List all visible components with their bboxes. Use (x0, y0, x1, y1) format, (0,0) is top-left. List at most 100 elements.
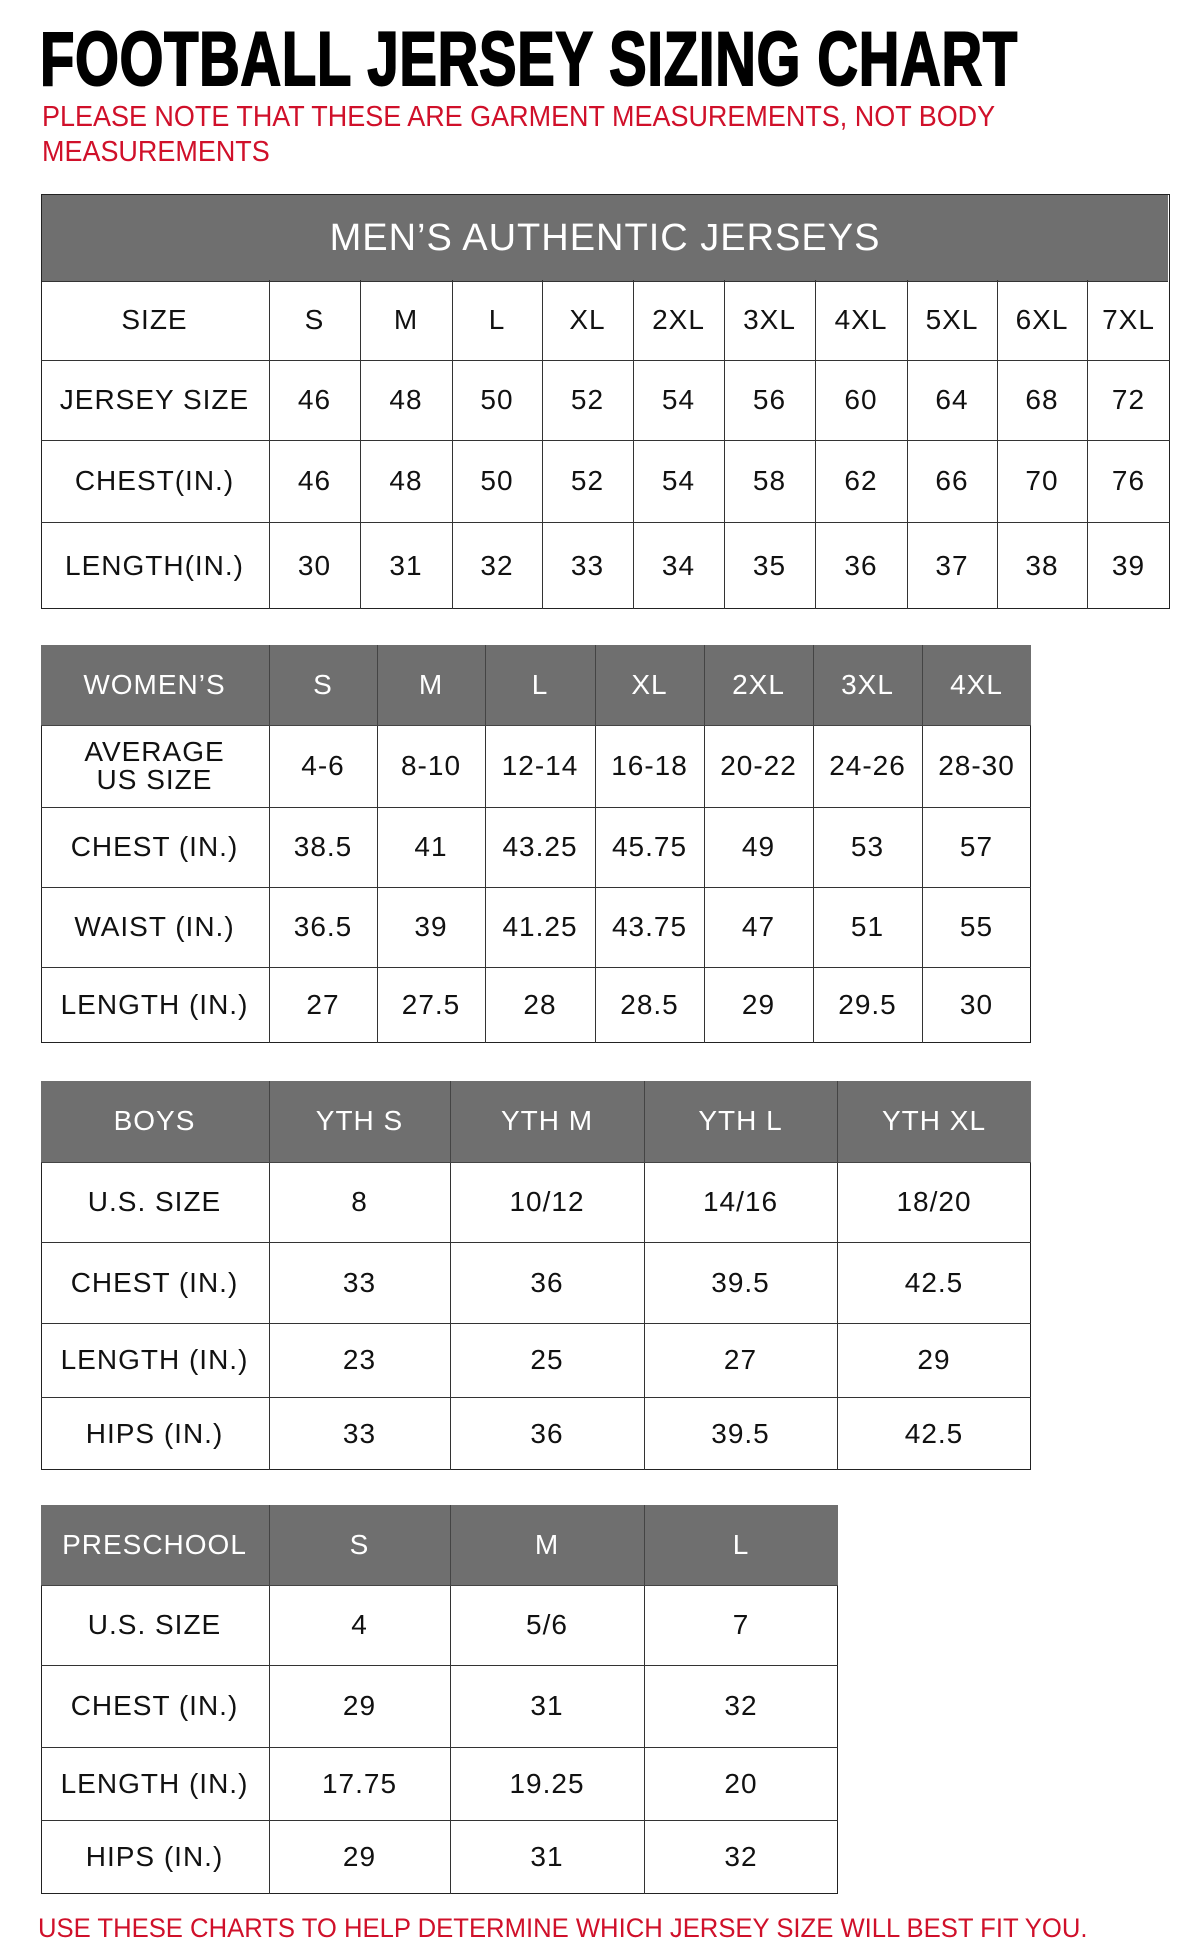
table-cell: 20 (644, 1748, 838, 1821)
row-label: CHEST (IN.) (40, 1242, 270, 1324)
table-cell: 52 (542, 360, 634, 441)
table-header-label: WOMEN’S (40, 644, 270, 726)
table-cell: 38 (998, 522, 1088, 609)
table-cell: 48 (360, 440, 453, 523)
table-cell: 33 (543, 522, 634, 609)
table-cell: 53 (813, 807, 923, 888)
table-cell: 42.5 (904, 1417, 964, 1449)
table-cell: 56 (724, 360, 816, 441)
table-cell: 4 (269, 1585, 451, 1666)
size-column-header: YTH M (450, 1080, 645, 1163)
table-cell: 7 (644, 1586, 838, 1666)
table-cell: 30 (270, 522, 361, 609)
table-cell: 46 (269, 360, 361, 441)
table-cell: 19.25 (450, 1747, 645, 1821)
table-cell: 35 (725, 522, 816, 609)
size-column-header: XL (542, 279, 634, 361)
size-column-header: 2XL (633, 279, 725, 361)
size-column-header: S (269, 1504, 451, 1586)
table-cell: 41 (377, 807, 486, 888)
table-cell: 8-10 (377, 725, 486, 808)
table-cell: 57 (922, 808, 1031, 888)
table-cell: 60 (815, 360, 908, 441)
table-header-label: BOYS (40, 1080, 270, 1163)
table-cell: 36 (451, 1397, 645, 1470)
table-cell: 29 (837, 1324, 1031, 1398)
table-cell: 66 (907, 440, 998, 523)
size-column-header: YTH XL (837, 1080, 1031, 1163)
size-column-header: L (452, 279, 543, 361)
table-cell: 39 (1111, 549, 1146, 581)
table-cell: 32 (724, 1841, 758, 1872)
table-caption: MEN’S AUTHENTIC JERSEYS (42, 195, 1168, 282)
table-cell: 23 (269, 1323, 451, 1398)
size-column-header: 4XL (922, 644, 1031, 726)
table-cell: 24-26 (813, 725, 923, 808)
table-cell: 28-30 (922, 726, 1031, 808)
footer-note: USE THESE CHARTS TO HELP DETERMINE WHICH… (38, 1913, 1088, 1943)
row-label: LENGTH (IN.) (41, 967, 270, 1043)
table-cell: 36 (816, 522, 908, 609)
table-cell: 12-14 (485, 725, 596, 808)
table-cell: 29 (705, 967, 814, 1043)
table-cell: 36 (450, 1242, 645, 1324)
row-label: LENGTH (IN.) (40, 1323, 270, 1398)
size-column-header: L (644, 1504, 838, 1586)
table-cell: 54 (633, 440, 725, 523)
table-cell: 32 (644, 1666, 838, 1748)
table-cell: 68 (997, 360, 1088, 441)
table-cell: 45.75 (595, 807, 705, 888)
table-cell: 4-6 (269, 725, 378, 808)
table-cell: 27.5 (378, 967, 486, 1043)
table-cell: 17.75 (269, 1747, 451, 1821)
size-column-header: 3XL (724, 279, 816, 361)
boys-size-table: BOYS YTH S YTH M YTH L YTH XL U.S. SIZE 8 10/12… (40, 1080, 1031, 1470)
mens-size-table: MEN’S AUTHENTIC JERSEYS SIZE S M L XL 2XL 3XL 4X… (40, 194, 1170, 609)
table-cell: 50 (452, 360, 543, 441)
table-cell: 70 (997, 440, 1088, 523)
table-cell: 47 (704, 887, 814, 968)
size-column-header: L (485, 644, 596, 726)
table-cell: 50 (452, 440, 543, 523)
table-cell: 28.5 (596, 967, 705, 1043)
table-cell: 20-22 (704, 725, 814, 808)
table-cell: 14/16 (644, 1162, 838, 1243)
table-cell: 33 (269, 1242, 451, 1324)
table-cell: 43.25 (485, 807, 596, 888)
table-cell: 29 (270, 1820, 451, 1894)
table-cell: 39.5 (645, 1397, 838, 1470)
size-column-header: S (269, 644, 378, 726)
table-cell: 31 (361, 522, 453, 609)
table-cell: 76 (1087, 441, 1170, 523)
size-column-header: 6XL (997, 279, 1088, 361)
table-cell: 16-18 (595, 725, 705, 808)
table-cell: 64 (907, 360, 998, 441)
table-cell: 27 (644, 1323, 838, 1398)
row-label: U.S. SIZE (40, 1585, 270, 1666)
row-label: CHEST(IN.) (40, 440, 270, 523)
size-column-header: YTH L (644, 1080, 838, 1163)
row-label: CHEST (IN.) (40, 807, 270, 888)
garment-measurement-note: PLEASE NOTE THAT THESE ARE GARMENT MEASU… (42, 101, 995, 168)
womens-size-table: WOMEN’S S M L XL 2XL 3XL 4XL AVERAGE US SIZE 4-6 8… (40, 644, 1031, 1043)
table-header-label: SIZE (40, 279, 270, 361)
table-cell: 8 (269, 1162, 451, 1243)
size-column-header: YTH S (269, 1080, 451, 1163)
size-column-header: M (450, 1504, 645, 1586)
size-column-header: M (360, 279, 453, 361)
table-cell: 33 (270, 1397, 451, 1470)
table-cell: 41.25 (485, 887, 596, 968)
table-cell: 36.5 (269, 887, 378, 968)
size-column-header: XL (595, 644, 705, 726)
table-cell: 38.5 (269, 807, 378, 888)
size-column-header: 5XL (907, 279, 998, 361)
table-cell: 32 (453, 522, 543, 609)
table-cell: 27 (270, 967, 378, 1043)
table-cell: 72 (1087, 361, 1170, 441)
table-cell: 42.5 (837, 1243, 1031, 1324)
row-label: LENGTH(IN.) (41, 522, 270, 609)
table-cell: 31 (450, 1665, 645, 1748)
table-cell: 10/12 (450, 1162, 645, 1243)
row-label: HIPS (IN.) (41, 1397, 270, 1470)
row-label: HIPS (IN.) (41, 1820, 270, 1894)
